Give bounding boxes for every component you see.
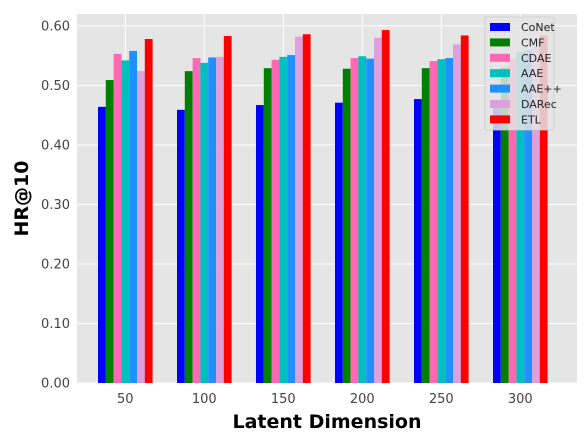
bar-conet-100 bbox=[177, 109, 185, 383]
legend-label: AAE++ bbox=[521, 83, 562, 96]
y-tick-label: 0.00 bbox=[41, 377, 70, 392]
bar-aae-200 bbox=[358, 56, 367, 384]
bar-cdae-100 bbox=[192, 58, 201, 384]
bar-cdae-150 bbox=[271, 59, 280, 383]
bar-conet-150 bbox=[256, 105, 264, 383]
bar-darec-50 bbox=[137, 71, 145, 383]
bar-cmf-100 bbox=[184, 71, 193, 383]
bar-etl-300 bbox=[539, 35, 548, 383]
bar-aae-300 bbox=[516, 52, 525, 383]
y-axis-title: HR@10 bbox=[11, 161, 33, 237]
bar-conet-200 bbox=[335, 102, 343, 384]
y-tick-label: 0.40 bbox=[41, 138, 70, 153]
bar-aaeplusplus-200 bbox=[366, 58, 374, 384]
x-tick-label: 300 bbox=[508, 392, 533, 407]
bar-etl-250 bbox=[460, 35, 469, 383]
x-axis-title: Latent Dimension bbox=[232, 411, 421, 433]
bar-etl-150 bbox=[302, 34, 311, 384]
x-tick-label: 150 bbox=[271, 392, 296, 407]
bars bbox=[98, 30, 548, 384]
y-tick-label: 0.20 bbox=[41, 257, 70, 272]
legend-label: AAE bbox=[521, 67, 543, 80]
bar-cdae-200 bbox=[350, 58, 359, 384]
bar-aaeplusplus-150 bbox=[287, 55, 295, 383]
bar-etl-50 bbox=[144, 38, 153, 384]
bar-aae-100 bbox=[200, 62, 209, 384]
legend-swatch bbox=[490, 23, 510, 31]
bar-aaeplusplus-50 bbox=[129, 50, 137, 384]
x-tick-label: 200 bbox=[350, 392, 375, 407]
bar-cmf-300 bbox=[500, 67, 509, 383]
x-tick-label: 100 bbox=[192, 392, 217, 407]
bar-cdae-250 bbox=[429, 61, 438, 384]
bar-darec-150 bbox=[295, 36, 303, 384]
bar-etl-200 bbox=[381, 30, 390, 383]
legend-label: CoNet bbox=[521, 21, 555, 34]
bar-aaeplusplus-250 bbox=[445, 58, 453, 384]
legend-label: DARec bbox=[521, 98, 557, 111]
legend-swatch bbox=[490, 100, 510, 108]
bar-conet-250 bbox=[414, 99, 422, 383]
legend-label: CMF bbox=[521, 36, 545, 49]
bar-aaeplusplus-100 bbox=[208, 57, 216, 383]
y-tick-label: 0.10 bbox=[41, 317, 70, 332]
bar-darec-200 bbox=[374, 37, 382, 383]
y-tick-label: 0.30 bbox=[41, 198, 70, 213]
bar-aae-150 bbox=[279, 56, 288, 383]
bar-conet-50 bbox=[98, 106, 106, 384]
bar-darec-100 bbox=[216, 56, 224, 383]
bar-darec-300 bbox=[532, 46, 540, 384]
y-tick-label: 0.50 bbox=[41, 79, 70, 94]
bar-conet-300 bbox=[493, 108, 501, 383]
legend-swatch bbox=[490, 69, 510, 78]
legend-label: CDAE bbox=[521, 52, 551, 65]
bar-aaeplusplus-300 bbox=[524, 50, 532, 383]
legend-label: ETL bbox=[521, 113, 542, 126]
legend-swatch bbox=[490, 115, 510, 124]
legend-swatch bbox=[490, 53, 510, 62]
bar-cmf-50 bbox=[105, 80, 114, 384]
x-tick-label: 250 bbox=[429, 392, 454, 407]
legend-swatch bbox=[490, 38, 510, 47]
bar-aae-250 bbox=[437, 59, 446, 383]
bar-cdae-50 bbox=[113, 53, 122, 384]
bar-etl-100 bbox=[223, 36, 232, 384]
bar-cmf-250 bbox=[421, 68, 430, 384]
legend: CoNet CMF CDAE AAE AAE++ DARec ETL bbox=[484, 16, 562, 131]
bar-cmf-200 bbox=[342, 68, 351, 384]
y-tick-label: 0.60 bbox=[41, 19, 70, 34]
x-tick-label: 50 bbox=[117, 392, 134, 407]
bar-aae-50 bbox=[121, 60, 130, 384]
bar-cmf-150 bbox=[263, 68, 272, 384]
x-tick-labels: 50 100 150 200 250 300 bbox=[117, 392, 533, 407]
legend-swatch bbox=[490, 84, 510, 93]
bar-cdae-300 bbox=[508, 58, 517, 384]
bar-darec-250 bbox=[453, 44, 461, 384]
y-tick-labels: 0.00 0.10 0.20 0.30 0.40 0.50 0.60 bbox=[41, 19, 70, 391]
